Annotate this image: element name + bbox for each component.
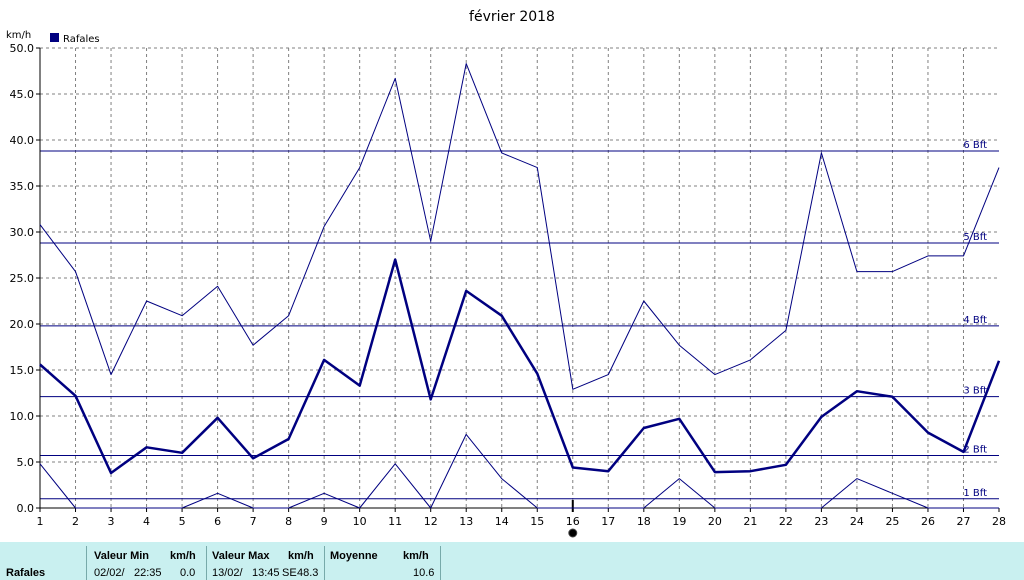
chart-title: février 2018 (469, 9, 555, 25)
series-max-line (39, 63, 1000, 390)
y-tick-label: 15.0 (10, 364, 35, 377)
x-tick-label: 28 (992, 515, 1006, 528)
beaufort-label: 2 Bft (963, 445, 987, 456)
avg-unit: km/h (403, 550, 429, 562)
x-tick-label: 7 (250, 515, 257, 528)
y-tick-label: 5.0 (17, 456, 35, 469)
x-tick-label: 4 (143, 515, 150, 528)
current-day-marker (568, 528, 578, 538)
x-tick-label: 17 (601, 515, 615, 528)
x-tick-label: 6 (214, 515, 221, 528)
legend-label: Rafales (63, 34, 100, 45)
y-tick-label: 0.0 (17, 502, 35, 515)
series-avg-line (39, 258, 1001, 475)
grid (40, 47, 999, 508)
x-tick-label: 22 (779, 515, 793, 528)
row-label: Rafales (6, 567, 46, 579)
x-tick-label: 24 (850, 515, 864, 528)
y-tick-label: 50.0 (10, 42, 35, 55)
y-tick-label: 10.0 (10, 410, 35, 423)
y-tick-label: 35.0 (10, 180, 35, 193)
min-date: 02/02/ (94, 567, 125, 579)
x-tick-label: 16 (566, 515, 580, 528)
x-tick-label: 3 (108, 515, 115, 528)
series-min-line (39, 433, 999, 509)
min-header: Valeur Min (94, 550, 150, 562)
legend-swatch (50, 33, 59, 42)
x-tick-label: 15 (530, 515, 544, 528)
x-tick-label: 1 (37, 515, 44, 528)
avg-header: Moyenne (330, 550, 378, 562)
x-tick-label: 13 (459, 515, 473, 528)
min-unit: km/h (170, 550, 196, 562)
max-direction: SE (282, 567, 297, 579)
min-value: 0.0 (180, 567, 196, 579)
x-tick-label: 8 (285, 515, 292, 528)
x-tick-label: 25 (885, 515, 899, 528)
y-axis-unit: km/h (6, 30, 31, 41)
statistics-panel: Rafales Valeur Min km/h 02/02/ 22:35 0.0… (0, 542, 1024, 580)
max-date: 13/02/ (212, 567, 243, 579)
y-tick-label: 40.0 (10, 134, 35, 147)
x-tick-label: 11 (388, 515, 402, 528)
x-tick-label: 19 (672, 515, 686, 528)
max-value: 48.3 (297, 567, 319, 579)
x-tick-label: 10 (353, 515, 367, 528)
series-lines (39, 63, 1001, 509)
x-tick-label: 12 (424, 515, 438, 528)
beaufort-lines: 1 Bft 2 Bft 3 Bft 4 Bft 5 Bft 6 Bft (40, 140, 999, 500)
min-time: 22:35 (134, 567, 162, 579)
beaufort-label: 1 Bft (963, 488, 987, 499)
x-tick-label: 26 (921, 515, 935, 528)
avg-value: 10.6 (413, 567, 435, 579)
max-unit: km/h (288, 550, 314, 562)
max-header: Valeur Max (212, 550, 270, 562)
max-time: 13:45 (252, 567, 280, 579)
x-tick-label: 27 (956, 515, 970, 528)
y-tick-label: 45.0 (10, 88, 35, 101)
y-tick-label: 25.0 (10, 272, 35, 285)
x-tick-label: 14 (495, 515, 509, 528)
chart: février 2018 km/h Rafales 1 Bft 2 Bft 3 Bf… (6, 9, 1007, 538)
beaufort-label: 3 Bft (963, 386, 987, 397)
x-tick-label: 2 (72, 515, 79, 528)
x-tick-label: 5 (179, 515, 186, 528)
tick-labels: 0.0 5.0 10.0 15.0 20.0 25.0 30.0 35.0 40.0 45.0 50… (10, 42, 1007, 528)
x-tick-label: 23 (814, 515, 828, 528)
y-tick-label: 20.0 (10, 318, 35, 331)
x-tick-label: 9 (321, 515, 328, 528)
y-tick-label: 30.0 (10, 226, 35, 239)
beaufort-label: 5 Bft (963, 232, 987, 243)
x-tick-label: 21 (743, 515, 757, 528)
beaufort-label: 4 Bft (963, 315, 987, 326)
x-tick-label: 18 (637, 515, 651, 528)
beaufort-label: 6 Bft (963, 140, 987, 151)
x-tick-label: 20 (708, 515, 722, 528)
axes (36, 47, 1000, 538)
